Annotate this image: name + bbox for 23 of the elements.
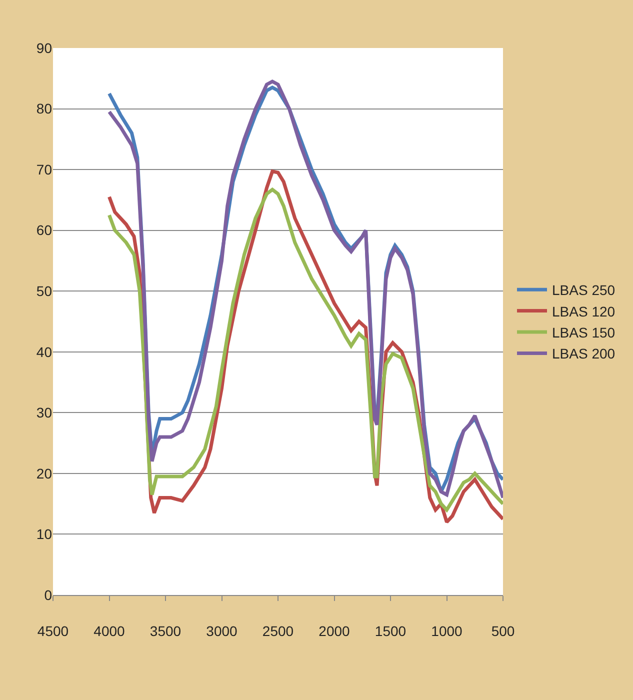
x-tick-label: 2500	[262, 622, 294, 639]
x-tick-label: 1500	[374, 622, 406, 639]
legend-label: LBAS 250	[552, 282, 616, 298]
x-tick-label: 3000	[206, 622, 238, 639]
x-tick-label: 2000	[318, 622, 350, 639]
y-tick-label: 50	[36, 283, 52, 300]
y-tick-label: 90	[36, 40, 52, 56]
legend-label: LBAS 120	[552, 303, 616, 320]
y-tick-label: 40	[36, 344, 52, 360]
x-tick-label: 500	[491, 622, 515, 639]
y-tick-label: 10	[36, 526, 52, 542]
x-tick-label: 4500	[37, 622, 69, 639]
y-tick-label: 80	[36, 100, 52, 117]
y-tick-label: 70	[36, 161, 52, 178]
y-tick-label: 60	[36, 222, 52, 238]
y-tick-label: 0	[44, 586, 52, 603]
y-tick-label: 30	[36, 404, 52, 421]
x-tick-label: 4000	[94, 622, 126, 639]
legend-label: LBAS 200	[552, 346, 616, 362]
x-tick-label: 3500	[150, 622, 182, 639]
x-tick-label: 1000	[431, 622, 463, 639]
legend-label: LBAS 150	[552, 324, 616, 340]
y-tick-label: 20	[36, 465, 52, 482]
